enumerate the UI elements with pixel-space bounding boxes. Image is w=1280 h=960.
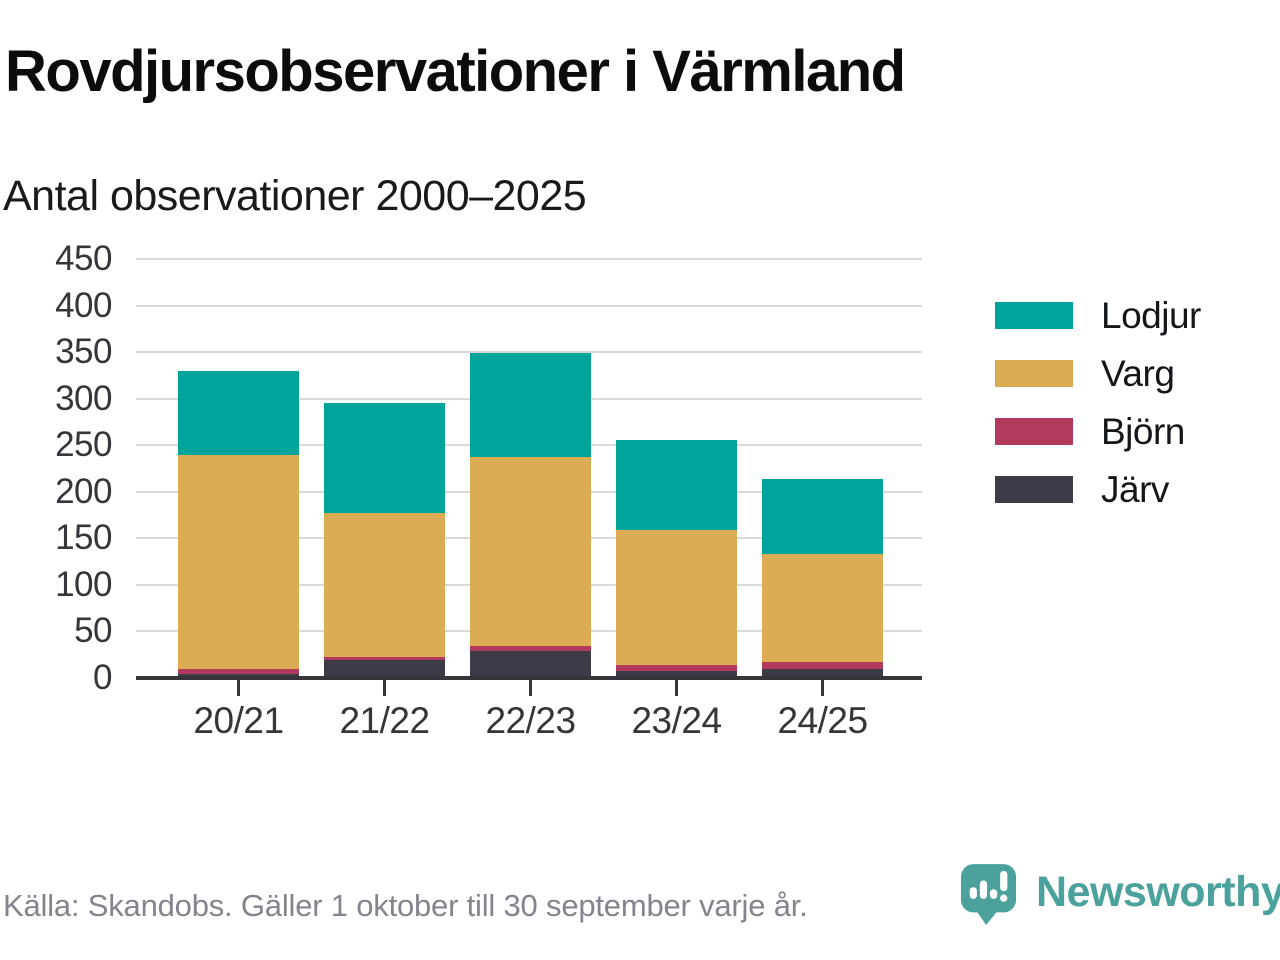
x-axis-tick-20/21 xyxy=(237,678,240,696)
legend-label-varg: Varg xyxy=(1101,352,1175,394)
gridline-350 xyxy=(136,351,922,354)
bar-24/25 xyxy=(762,259,883,678)
x-axis-tick-23/24 xyxy=(675,678,678,696)
bar-segment-björn-20/21 xyxy=(178,668,299,675)
bar-segment-lodjur-24/25 xyxy=(762,478,883,555)
bar-segment-björn-22/23 xyxy=(470,646,591,651)
legend-item-björn: Björn xyxy=(995,411,1201,452)
newsworthy-wordmark: Newsworthy xyxy=(1036,868,1280,916)
legend: Lodjur Varg Björn Järv xyxy=(995,295,1201,534)
y-axis-label-200: 200 xyxy=(55,471,112,511)
bar-segment-lodjur-21/22 xyxy=(324,403,445,514)
bar-segment-varg-24/25 xyxy=(762,554,883,663)
bar-segment-varg-20/21 xyxy=(178,455,299,669)
bar-segment-lodjur-20/21 xyxy=(178,370,299,456)
x-axis-tick-21/22 xyxy=(383,678,386,696)
legend-swatch-varg xyxy=(995,360,1073,387)
y-axis-label-50: 50 xyxy=(74,611,112,651)
y-axis-label-100: 100 xyxy=(55,564,112,604)
bar-segment-järv-23/24 xyxy=(616,671,737,678)
bar-segment-varg-21/22 xyxy=(324,513,445,657)
x-axis-label-23/24: 23/24 xyxy=(631,700,722,741)
bar-segment-björn-24/25 xyxy=(762,662,883,669)
legend-item-järv: Järv xyxy=(995,469,1201,510)
bar-segment-björn-23/24 xyxy=(616,664,737,672)
y-axis-label-450: 450 xyxy=(55,239,112,278)
bar-segment-björn-21/22 xyxy=(324,656,445,661)
gridline-450 xyxy=(136,258,922,260)
legend-swatch-björn xyxy=(995,418,1073,445)
legend-item-varg: Varg xyxy=(995,353,1201,394)
bar-23/24 xyxy=(616,259,737,678)
y-axis-label-150: 150 xyxy=(55,518,112,558)
legend-label-lodjur: Lodjur xyxy=(1101,294,1201,336)
brand-footer: Newsworthy xyxy=(960,862,1280,932)
newsworthy-logo-icon xyxy=(960,864,1017,925)
x-axis-label-22/23: 22/23 xyxy=(485,700,576,741)
y-axis-label-400: 400 xyxy=(55,285,112,325)
bar-21/22 xyxy=(324,259,445,678)
bar-segment-varg-23/24 xyxy=(616,529,737,665)
legend-label-björn: Björn xyxy=(1101,410,1185,452)
x-axis-tick-24/25 xyxy=(821,678,824,696)
gridline-400 xyxy=(136,304,922,307)
legend-item-lodjur: Lodjur xyxy=(995,295,1201,336)
y-axis-label-0: 0 xyxy=(93,658,112,697)
bar-segment-järv-22/23 xyxy=(470,651,591,678)
bar-20/21 xyxy=(178,259,299,678)
bar-segment-lodjur-23/24 xyxy=(616,439,737,530)
bar-segment-lodjur-22/23 xyxy=(470,353,591,458)
page-title: Rovdjursobservationer i Värmland xyxy=(5,39,906,104)
source-note: Källa: Skandobs. Gäller 1 oktober till 3… xyxy=(3,888,808,923)
bar-segment-järv-24/25 xyxy=(762,668,883,678)
legend-swatch-lodjur xyxy=(995,302,1073,329)
x-axis-label-21/22: 21/22 xyxy=(339,700,430,741)
y-axis-label-350: 350 xyxy=(55,332,112,372)
bar-22/23 xyxy=(470,259,591,678)
bar-segment-varg-22/23 xyxy=(470,457,591,647)
x-axis-tick-22/23 xyxy=(529,678,532,696)
legend-swatch-järv xyxy=(995,476,1073,503)
y-axis-label-300: 300 xyxy=(55,378,112,418)
y-axis-label-250: 250 xyxy=(55,425,112,465)
legend-label-järv: Järv xyxy=(1101,468,1169,510)
y-axis: 0 50 100 150 200 250 300 350 400 450 xyxy=(0,239,112,697)
chart-subtitle: Antal observationer 2000–2025 xyxy=(3,172,587,220)
x-axis-line xyxy=(136,676,922,680)
x-axis-label-20/21: 20/21 xyxy=(193,700,284,741)
bar-segment-järv-21/22 xyxy=(324,660,445,678)
plot-area: 20/21 21/22 22/23 23/24 24/25 xyxy=(136,258,922,741)
x-axis-label-24/25: 24/25 xyxy=(777,700,868,741)
